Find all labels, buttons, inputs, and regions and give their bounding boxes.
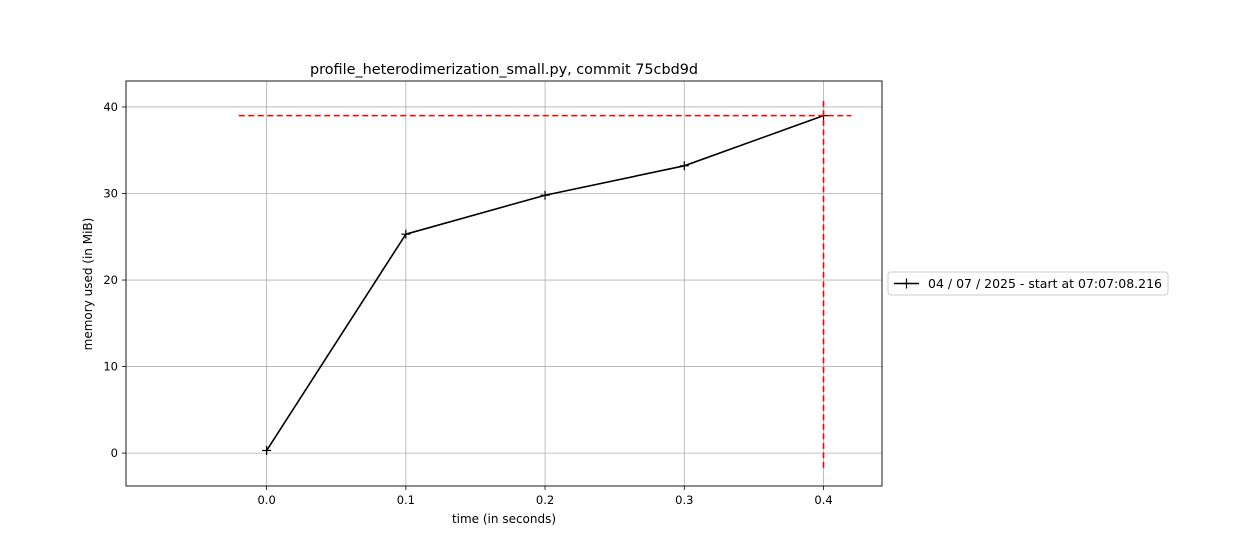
plot-area-frame [125,80,883,487]
y-tick-label: 20 [103,273,118,287]
y-tick-label: 0 [111,446,118,460]
legend-box [887,271,1169,296]
data-point-marker [262,446,272,456]
series-layer [262,111,829,456]
x-axis-ticks: 0.0 0.1 0.2 0.3 0.4 [257,486,833,507]
data-point-marker [540,190,550,200]
x-axis-label: time (in seconds) [452,512,556,526]
y-axis-ticks: 0 10 20 30 40 [103,100,126,460]
data-point-marker [401,229,411,239]
data-point-marker [679,161,689,171]
legend-marker-plus-icon [901,278,912,289]
chart-title: profile_heterodimerization_small.py, com… [310,62,698,78]
x-tick-label: 0.4 [814,493,832,507]
legend-entry-label: 04 / 07 / 2025 - start at 07:07:08.216 [928,276,1162,291]
y-tick-label: 40 [103,100,118,114]
gridlines [126,81,882,486]
x-tick-label: 0.2 [536,493,554,507]
y-tick-label: 30 [103,187,118,201]
x-tick-label: 0.3 [675,493,693,507]
x-tick-label: 0.1 [397,493,415,507]
legend: 04 / 07 / 2025 - start at 07:07:08.216 [887,271,1169,296]
y-tick-label: 10 [103,360,118,374]
x-tick-label: 0.0 [257,493,275,507]
y-axis-label: memory used (in MiB) [81,218,95,351]
annotation-layer [238,98,852,468]
